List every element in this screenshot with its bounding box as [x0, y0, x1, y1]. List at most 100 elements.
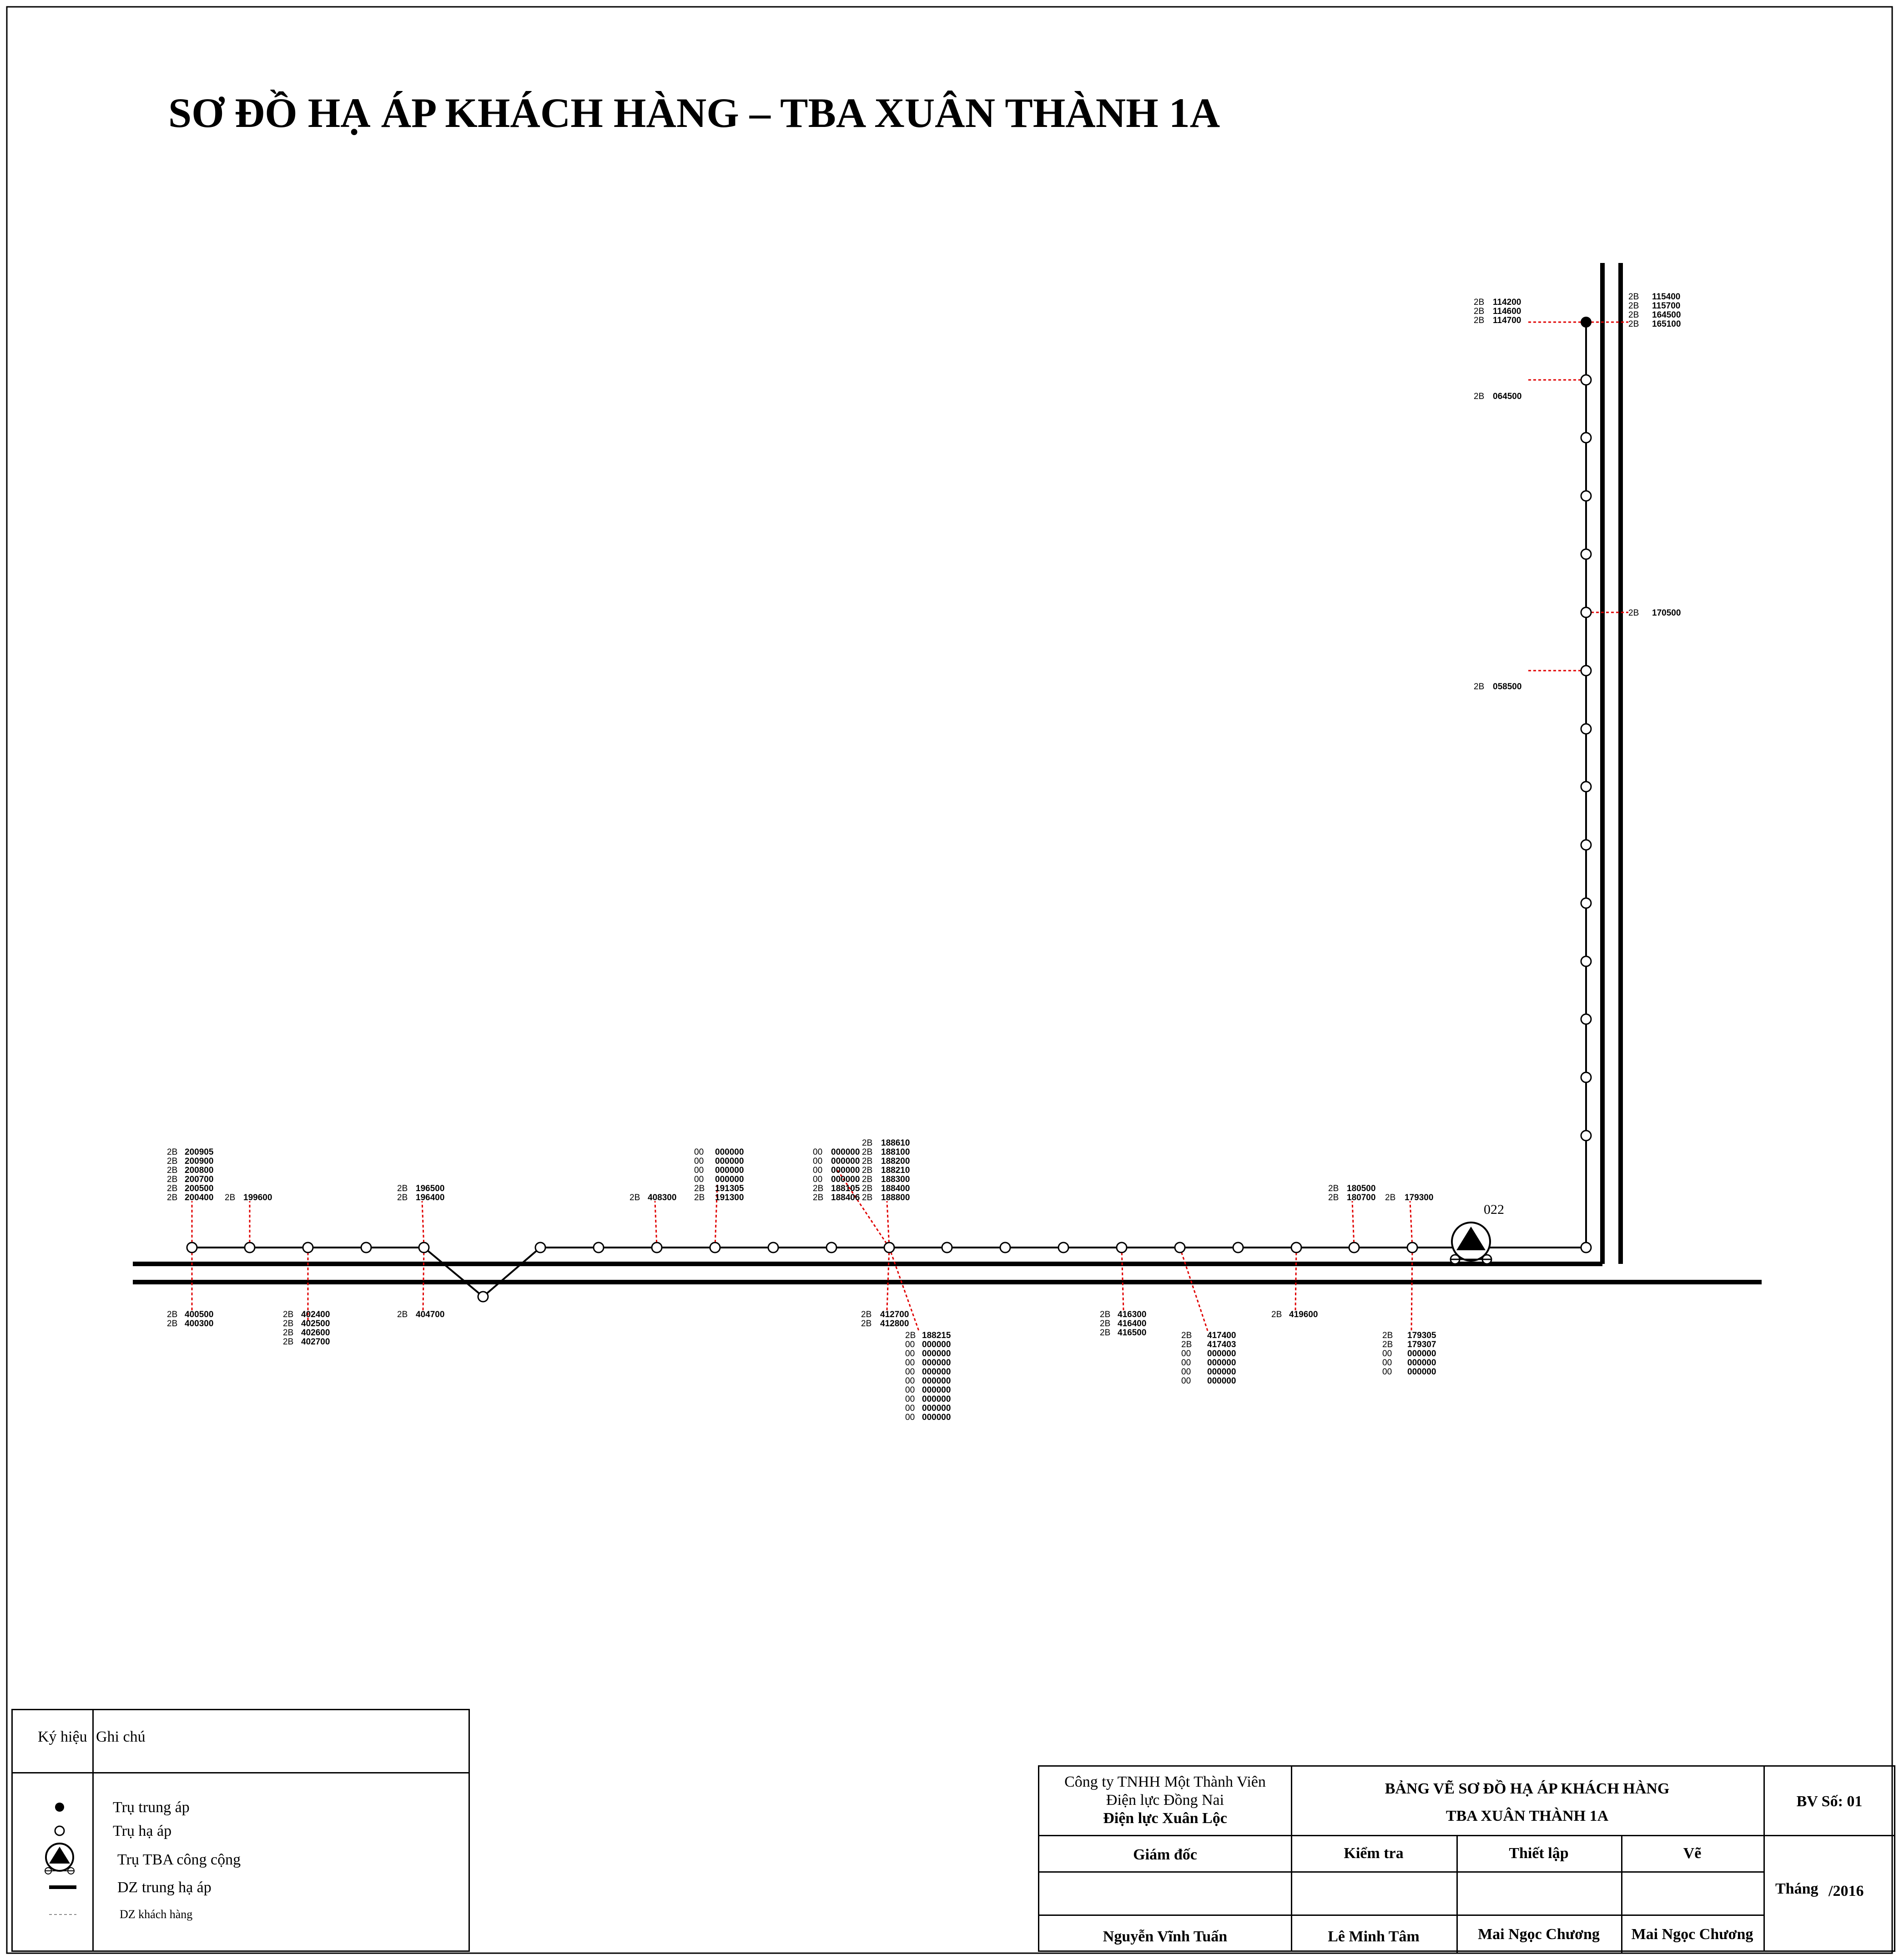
- bottom_labels-8-code-3: 000000: [1407, 1358, 1436, 1368]
- customer-line-b7: [1295, 1247, 1297, 1311]
- name-draw: Mai Ngọc Chương: [1631, 1926, 1753, 1943]
- vertical_right_labels-0-code-2: 164500: [1652, 310, 1681, 320]
- top_labels-5-code-3: 000000: [831, 1175, 860, 1184]
- legend-divider: [92, 1710, 94, 1950]
- lv-pole-v-13: [1580, 1130, 1592, 1142]
- bottom_labels-2-prefix-0: 2B: [397, 1310, 408, 1319]
- top_labels-5-code-4: 188105: [831, 1184, 860, 1193]
- bottom_labels-0-prefix-0: 2B: [167, 1310, 177, 1319]
- tb-vline-3: [1621, 1835, 1622, 1953]
- top_labels-0-prefix-4: 2B: [167, 1184, 177, 1193]
- top_labels-0-prefix-2: 2B: [167, 1166, 177, 1175]
- vertical_right_labels-1-code-0: 170500: [1652, 608, 1681, 618]
- bottom_labels-4-prefix-6: 00: [905, 1385, 915, 1395]
- year-label: /2016: [1828, 1883, 1864, 1899]
- lv-pole-v-2: [1580, 490, 1592, 502]
- bottom_labels-1-prefix-3: 2B: [283, 1337, 293, 1347]
- bottom_labels-6-code-1: 417403: [1207, 1340, 1236, 1349]
- vertical_left_labels-0-code-2: 114700: [1493, 316, 1521, 325]
- lv-pole-v-3: [1580, 548, 1592, 560]
- bottom_labels-4-prefix-3: 00: [905, 1358, 915, 1368]
- drawing-title-2: TBA XUÂN THÀNH 1A: [1446, 1808, 1609, 1824]
- customer-line-b3: [886, 1247, 890, 1311]
- bottom_labels-3-code-1: 412800: [880, 1319, 909, 1329]
- top_labels-4-code-4: 191305: [715, 1184, 744, 1193]
- top_labels-4-code-3: 000000: [715, 1175, 744, 1184]
- top_labels-8-prefix-0: 2B: [1385, 1193, 1395, 1202]
- bottom_labels-5-prefix-0: 2B: [1100, 1310, 1110, 1319]
- top_labels-1-prefix-0: 2B: [225, 1193, 235, 1202]
- bottom_labels-8-prefix-1: 2B: [1382, 1340, 1393, 1349]
- vertical_right_labels-0-prefix-1: 2B: [1628, 301, 1639, 311]
- lv-pole-v-12: [1580, 1071, 1592, 1083]
- bottom_labels-6-prefix-0: 2B: [1181, 1331, 1192, 1340]
- top_labels-2-code-0: 196500: [416, 1184, 444, 1193]
- name-check: Lê Minh Tâm: [1328, 1928, 1420, 1945]
- bottom_labels-8-code-4: 000000: [1407, 1367, 1436, 1377]
- page-title: SƠ ĐỒ HẠ ÁP KHÁCH HÀNG – TBA XUÂN THÀNH …: [168, 90, 1220, 136]
- lv-pole-h-7: [651, 1242, 663, 1253]
- lv-pole-v-5: [1580, 665, 1592, 677]
- customer-leaders: [191, 321, 1628, 1331]
- name-director: Nguyễn Vĩnh Tuấn: [1103, 1928, 1228, 1945]
- top_labels-6-prefix-0: 2B: [862, 1138, 872, 1148]
- lv-pole-h-19: [1348, 1242, 1360, 1253]
- top_labels-5-prefix-5: 2B: [813, 1193, 823, 1202]
- customer-line-t5: [836, 1169, 890, 1248]
- bottom_labels-4-prefix-5: 00: [905, 1376, 915, 1386]
- bottom_labels-6-prefix-4: 00: [1181, 1367, 1191, 1377]
- customer-line-t8: [1409, 1201, 1413, 1248]
- role-draw: Vẽ: [1683, 1845, 1702, 1862]
- top_labels-4-prefix-1: 00: [694, 1157, 704, 1166]
- top_labels-6-prefix-2: 2B: [862, 1157, 872, 1166]
- bottom_labels-8-code-0: 179305: [1407, 1331, 1436, 1340]
- legend-col-note: Ghi chú: [96, 1728, 146, 1745]
- lv-pole-h-3: [360, 1242, 372, 1253]
- bottom_labels-3-code-0: 412700: [880, 1310, 909, 1319]
- bottom_labels-0-code-0: 400500: [185, 1310, 213, 1319]
- top_labels-2-prefix-1: 2B: [397, 1193, 408, 1202]
- top_labels-0-prefix-0: 2B: [167, 1147, 177, 1157]
- bottom_labels-4-prefix-2: 00: [905, 1349, 915, 1359]
- customer-line-t4: [714, 1182, 718, 1248]
- drawing-number: BV Số: 01: [1796, 1793, 1863, 1810]
- bottom_labels-4-prefix-1: 00: [905, 1340, 915, 1349]
- legend-item-mv-lv-line: DZ trung hạ áp: [117, 1879, 212, 1896]
- top_labels-0-code-4: 200500: [185, 1184, 213, 1193]
- lv-pole-h-17: [1232, 1242, 1244, 1253]
- top_labels-5-code-5: 188406: [831, 1193, 860, 1202]
- lv-pole-h-4: [418, 1242, 430, 1253]
- bottom_labels-5-prefix-1: 2B: [1100, 1319, 1110, 1329]
- top_labels-0-code-0: 200905: [185, 1147, 214, 1157]
- customer-labels: 2B 200905 2B 200900 2B 200800 2B 200700 2B 200500…: [167, 292, 1681, 1422]
- top_labels-4-code-0: 000000: [715, 1147, 744, 1157]
- legend-symbols: [45, 1803, 76, 1915]
- top_labels-2-prefix-0: 2B: [397, 1184, 408, 1193]
- vertical_left_labels-0-prefix-0: 2B: [1474, 298, 1484, 307]
- lv-pole-v-8: [1580, 839, 1592, 851]
- top_labels-4-prefix-3: 00: [694, 1175, 704, 1184]
- lv-pole-h-20: [1406, 1242, 1418, 1253]
- top_labels-5-prefix-2: 00: [813, 1166, 822, 1175]
- legend-col-symbol: Ký hiệu: [38, 1728, 87, 1745]
- bottom_labels-6-prefix-5: 00: [1181, 1376, 1191, 1386]
- vertical_left_labels-0-code-0: 114200: [1493, 298, 1521, 307]
- top_labels-6-prefix-5: 2B: [862, 1184, 872, 1193]
- lv-pole-v-11: [1580, 1013, 1592, 1025]
- lv-pole-h-14: [1058, 1242, 1069, 1253]
- bottom_labels-4-prefix-7: 00: [905, 1394, 915, 1404]
- bottom_labels-1-prefix-0: 2B: [283, 1310, 293, 1319]
- role-setup: Thiết lập: [1509, 1845, 1569, 1862]
- lv-pole-h-8: [709, 1242, 721, 1253]
- lv-pole-h-2: [302, 1242, 314, 1253]
- public-substation-icon: [45, 1843, 75, 1874]
- top_labels-6-code-0: 188610: [881, 1138, 910, 1148]
- top_labels-6-code-3: 188210: [881, 1166, 910, 1175]
- legend: Ký hiệu Ghi chú Trụ trung áp Trụ hạ áp T…: [11, 1709, 470, 1952]
- lv-pole-h-18: [1290, 1242, 1302, 1253]
- bottom_labels-0-prefix-1: 2B: [167, 1319, 177, 1329]
- lv-pole-dip: [477, 1291, 489, 1303]
- tb-hline-3: [1039, 1915, 1763, 1916]
- top_labels-4-code-1: 000000: [715, 1157, 744, 1166]
